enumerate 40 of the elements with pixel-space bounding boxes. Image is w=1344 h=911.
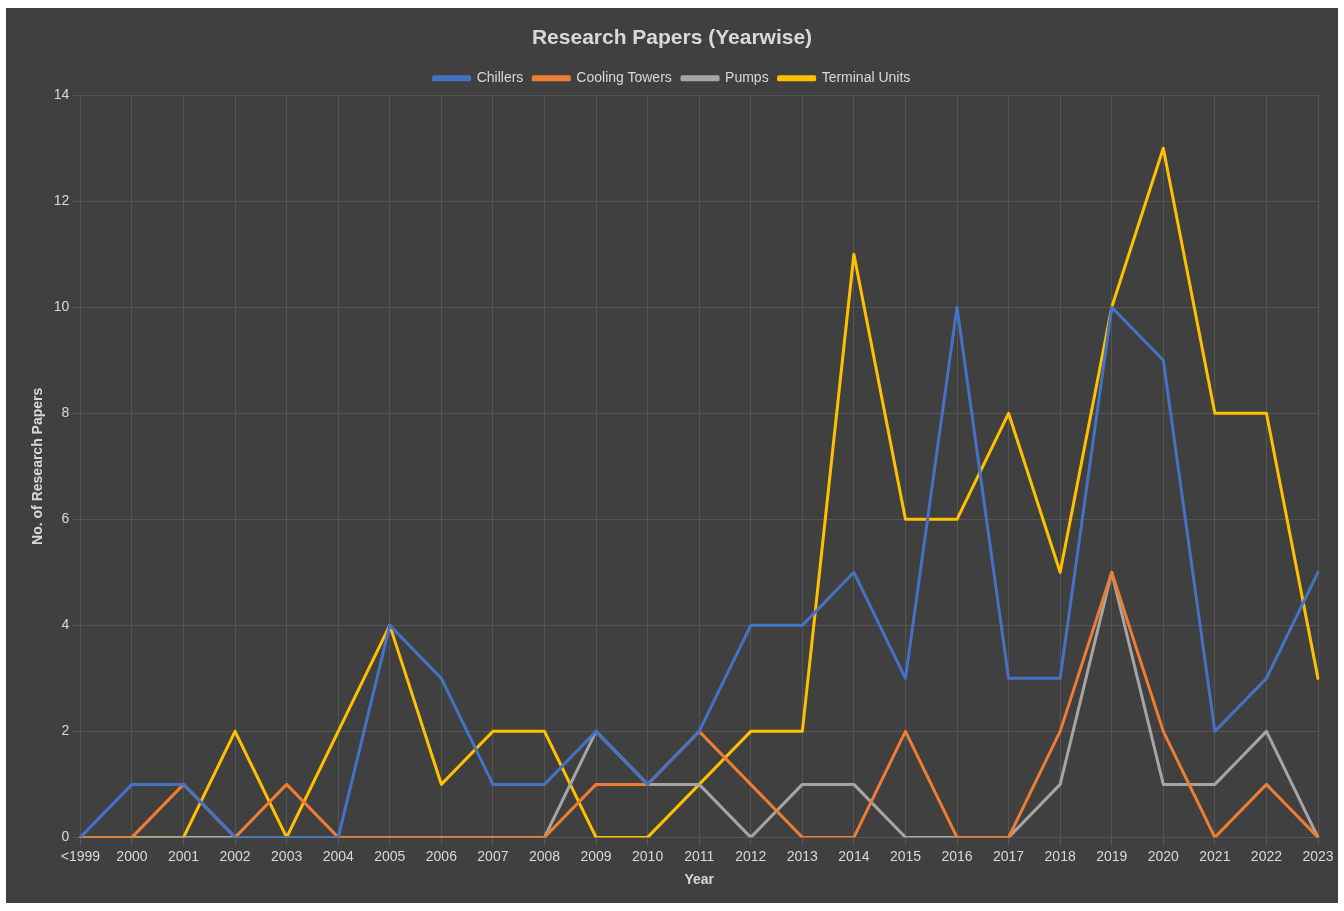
y-tick-label: 0 xyxy=(61,828,70,845)
legend-label: Terminal Units xyxy=(821,69,911,86)
x-tick-label: 2004 xyxy=(322,847,354,864)
x-tick-label: 2003 xyxy=(271,847,303,864)
y-tick-label: 14 xyxy=(53,86,70,103)
x-tick-label: 2015 xyxy=(889,847,922,864)
y-tick-label: 6 xyxy=(61,510,70,527)
x-tick-label: 2018 xyxy=(1044,847,1076,864)
x-tick-label: 2023 xyxy=(1302,847,1334,864)
x-tick-label: 2019 xyxy=(1096,847,1128,864)
chart-title: Research Papers (Yearwise) xyxy=(531,25,813,49)
x-tick-label: 2020 xyxy=(1147,847,1180,864)
x-tick-label: 2011 xyxy=(684,847,715,864)
x-tick-label: <1999 xyxy=(60,847,101,864)
y-tick-label: 10 xyxy=(53,298,70,315)
x-tick-label: 2007 xyxy=(477,847,509,864)
x-tick-label: 2009 xyxy=(580,847,612,864)
x-tick-label: 2017 xyxy=(993,847,1025,864)
x-tick-label: 2022 xyxy=(1250,847,1283,864)
legend-label: Cooling Towers xyxy=(576,69,672,86)
x-tick-label: 2008 xyxy=(528,847,561,864)
x-axis-title: Year xyxy=(684,871,715,888)
x-tick-label: 2002 xyxy=(219,847,251,864)
y-tick-label: 8 xyxy=(61,404,70,421)
x-tick-label: 2013 xyxy=(786,847,819,864)
y-axis-title: No. of Research Papers xyxy=(29,387,46,545)
x-tick-label: 2021 xyxy=(1199,847,1231,864)
x-tick-label: 2010 xyxy=(632,847,664,864)
x-tick-label: 2005 xyxy=(374,847,406,864)
y-tick-label: 2 xyxy=(61,722,70,739)
legend-label: Chillers xyxy=(476,69,524,86)
legend-label: Pumps xyxy=(725,69,769,86)
x-tick-label: 2012 xyxy=(735,847,767,864)
x-tick-label: 2000 xyxy=(116,847,148,864)
x-tick-label: 2016 xyxy=(941,847,973,864)
x-tick-label: 2001 xyxy=(167,847,200,864)
x-tick-label: 2006 xyxy=(425,847,458,864)
y-tick-label: 12 xyxy=(53,192,70,209)
x-tick-label: 2014 xyxy=(838,847,870,864)
y-tick-label: 4 xyxy=(61,616,70,633)
